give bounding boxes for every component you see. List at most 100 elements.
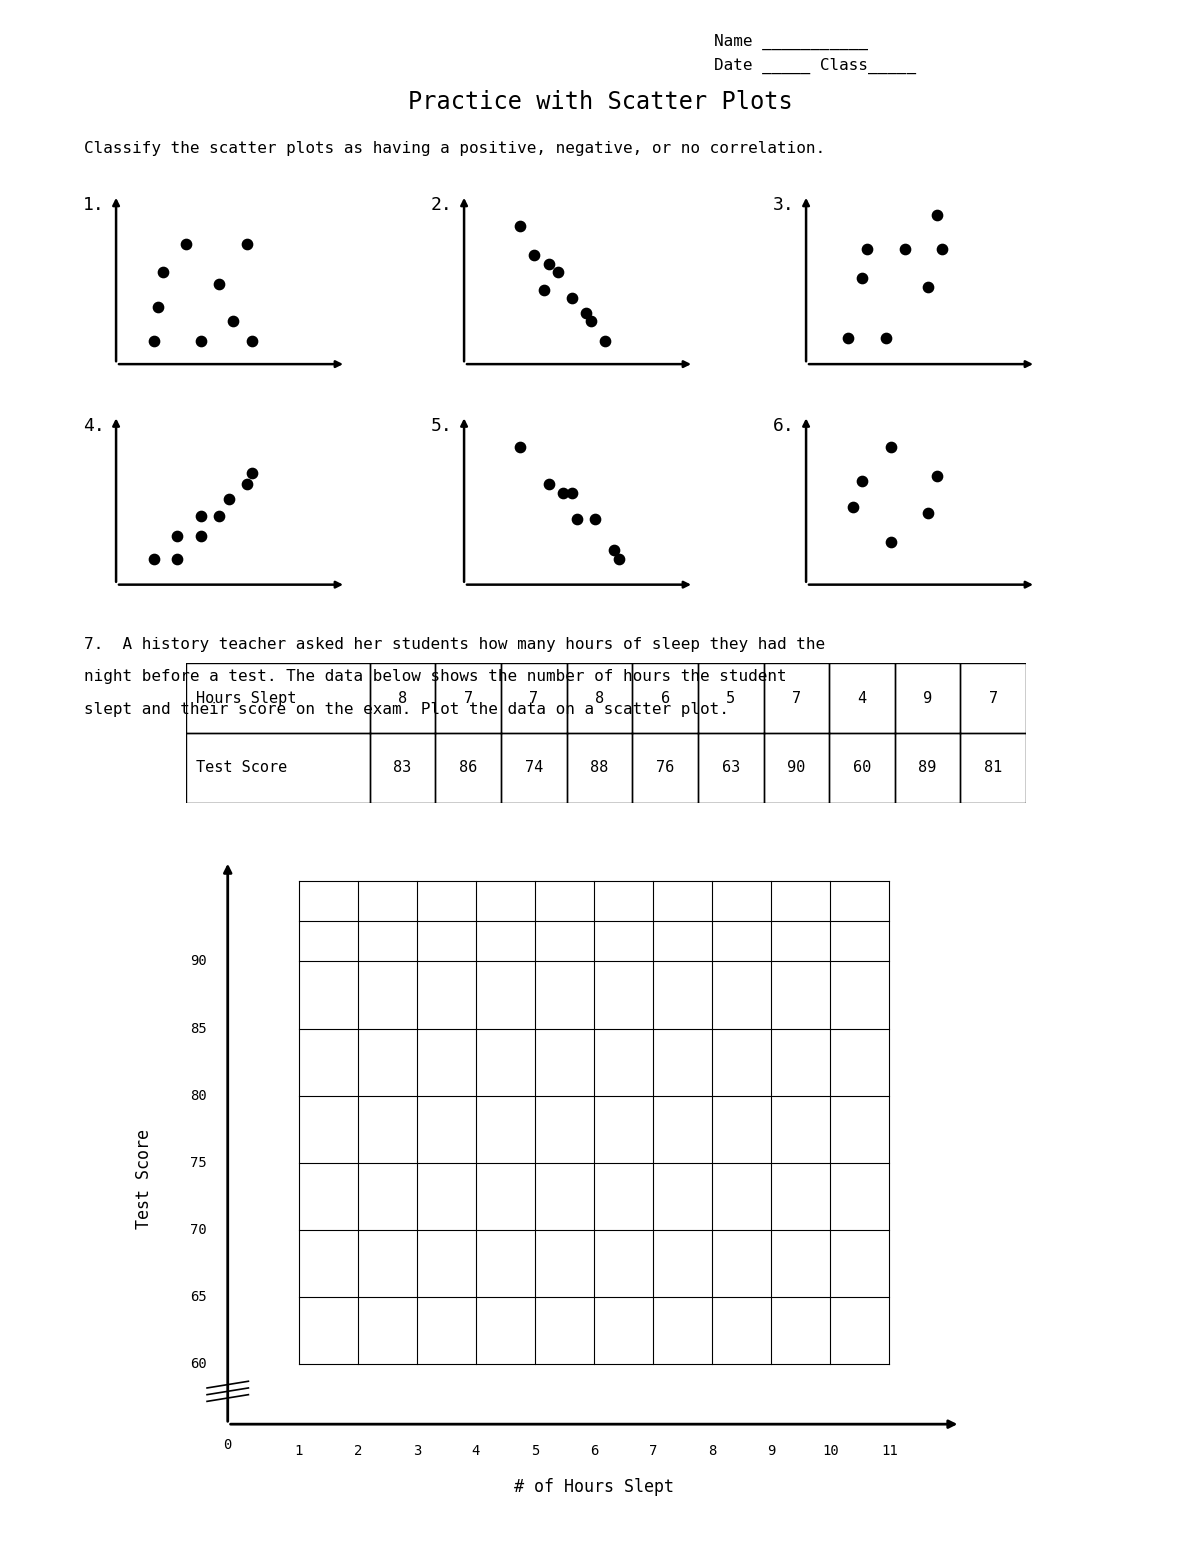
Point [576, 300, 595, 325]
Text: 6.: 6. [773, 416, 794, 435]
Point [563, 480, 582, 505]
Point [511, 435, 530, 460]
Text: 80: 80 [191, 1089, 208, 1103]
Text: 76: 76 [656, 761, 674, 775]
Point [928, 463, 947, 488]
Point [144, 547, 163, 572]
Text: 74: 74 [524, 761, 542, 775]
Text: # of Hours Slept: # of Hours Slept [514, 1478, 674, 1496]
Text: 7: 7 [649, 1444, 658, 1458]
Text: 7: 7 [989, 691, 997, 705]
Point [876, 326, 895, 351]
Point [932, 238, 952, 262]
Point [238, 231, 257, 256]
Text: Practice with Scatter Plots: Practice with Scatter Plots [408, 90, 792, 113]
Text: Hours Slept: Hours Slept [196, 691, 296, 705]
Point [605, 537, 624, 562]
Text: 90: 90 [787, 761, 805, 775]
Text: 83: 83 [394, 761, 412, 775]
Text: slept and their score on the exam. Plot the data on a scatter plot.: slept and their score on the exam. Plot … [84, 702, 728, 717]
Text: Test Score: Test Score [134, 1129, 154, 1228]
Text: 85: 85 [191, 1022, 208, 1036]
Text: 3: 3 [413, 1444, 421, 1458]
Point [895, 238, 914, 262]
Point [511, 214, 530, 239]
Text: 8: 8 [708, 1444, 716, 1458]
Point [210, 503, 229, 528]
Point [176, 231, 196, 256]
Text: 65: 65 [191, 1289, 208, 1305]
Text: 3.: 3. [773, 196, 794, 214]
Text: 7: 7 [463, 691, 473, 705]
Point [144, 329, 163, 354]
Point [586, 506, 605, 531]
Text: Classify the scatter plots as having a positive, negative, or no correlation.: Classify the scatter plots as having a p… [84, 141, 826, 157]
Text: 4: 4 [472, 1444, 480, 1458]
Text: 7.  A history teacher asked her students how many hours of sleep they had the: 7. A history teacher asked her students … [84, 637, 826, 652]
Point [191, 329, 210, 354]
Point [220, 486, 239, 511]
Point [149, 295, 168, 320]
Point [539, 472, 558, 497]
Text: 6: 6 [590, 1444, 598, 1458]
Point [610, 547, 629, 572]
Point [918, 500, 937, 525]
Text: 9: 9 [767, 1444, 775, 1458]
Text: 90: 90 [191, 955, 208, 969]
Point [154, 259, 173, 284]
Text: 7: 7 [529, 691, 539, 705]
Text: 9: 9 [923, 691, 932, 705]
Point [191, 523, 210, 548]
Point [563, 286, 582, 311]
Point [534, 276, 553, 301]
Point [524, 242, 544, 267]
Point [881, 435, 900, 460]
Point [191, 503, 210, 528]
Text: 63: 63 [721, 761, 740, 775]
Point [553, 480, 572, 505]
Text: Name ___________: Name ___________ [714, 34, 868, 50]
Point [168, 523, 187, 548]
Text: 89: 89 [918, 761, 937, 775]
Text: 81: 81 [984, 761, 1002, 775]
Text: 11: 11 [881, 1444, 898, 1458]
Point [853, 469, 872, 494]
Text: Test Score: Test Score [196, 761, 287, 775]
Point [568, 506, 587, 531]
Point [595, 329, 614, 354]
Point [242, 460, 262, 485]
Point [238, 472, 257, 497]
Text: 2.: 2. [431, 196, 452, 214]
Text: 6: 6 [660, 691, 670, 705]
Text: 5: 5 [530, 1444, 539, 1458]
Point [223, 309, 242, 334]
Text: 5: 5 [726, 691, 736, 705]
Point [881, 530, 900, 554]
Text: 4.: 4. [83, 416, 104, 435]
Point [928, 202, 947, 227]
Text: 2: 2 [354, 1444, 362, 1458]
Text: 7: 7 [792, 691, 800, 705]
Point [539, 252, 558, 276]
Point [242, 329, 262, 354]
Text: 8: 8 [398, 691, 407, 705]
Point [168, 547, 187, 572]
Text: 8: 8 [595, 691, 604, 705]
Point [853, 266, 872, 290]
Text: 1: 1 [294, 1444, 302, 1458]
Point [858, 238, 877, 262]
Point [839, 326, 858, 351]
Point [918, 275, 937, 300]
Text: 70: 70 [191, 1222, 208, 1236]
Text: 88: 88 [590, 761, 608, 775]
Text: 60: 60 [853, 761, 871, 775]
Text: 75: 75 [191, 1155, 208, 1169]
Text: 0: 0 [223, 1438, 232, 1452]
Text: night before a test. The data below shows the number of hours the student: night before a test. The data below show… [84, 669, 787, 685]
Text: 1.: 1. [83, 196, 104, 214]
Text: 60: 60 [191, 1357, 208, 1371]
Text: 10: 10 [822, 1444, 839, 1458]
Point [581, 309, 600, 334]
Text: 86: 86 [460, 761, 478, 775]
Point [548, 259, 568, 284]
